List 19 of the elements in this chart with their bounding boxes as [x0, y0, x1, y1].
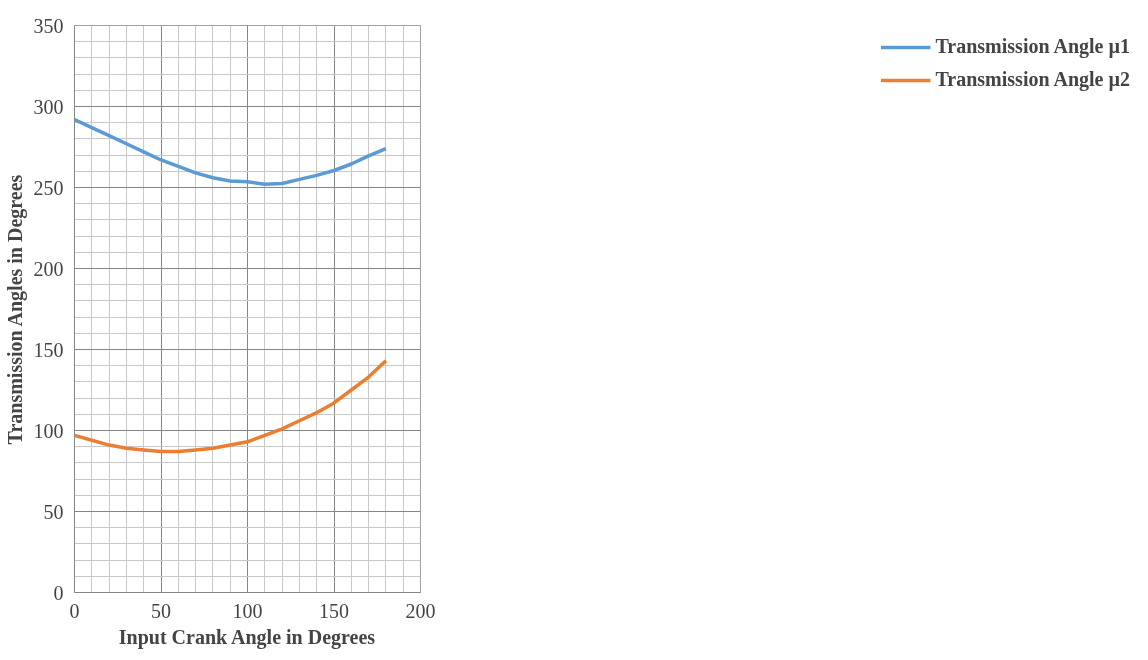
- x-tick-label: 150: [319, 599, 349, 622]
- y-tick-label: 0: [53, 581, 64, 604]
- y-tick-label: 250: [33, 176, 64, 199]
- y-tick-label: 300: [33, 95, 64, 118]
- x-tick-label: 200: [405, 599, 436, 622]
- y-tick-label: 100: [33, 419, 64, 442]
- x-tick-label: 50: [151, 599, 171, 622]
- y-tick-label: 50: [43, 500, 64, 523]
- y-tick-label: 200: [33, 257, 64, 280]
- line-series: [74, 117, 388, 187]
- line-series: [74, 359, 388, 454]
- y-tick-label: 350: [33, 14, 64, 37]
- legend-label: Transmission Angle µ2: [935, 68, 1130, 91]
- y-axis-title: Transmission Angles in Degrees: [3, 174, 27, 445]
- x-axis-title: Input Crank Angle in Degrees: [118, 625, 376, 649]
- legend-label: Transmission Angle µ1: [935, 35, 1130, 58]
- y-tick-label: 150: [33, 338, 64, 361]
- x-tick-label: 100: [232, 599, 263, 622]
- x-tick-label: 0: [69, 599, 80, 622]
